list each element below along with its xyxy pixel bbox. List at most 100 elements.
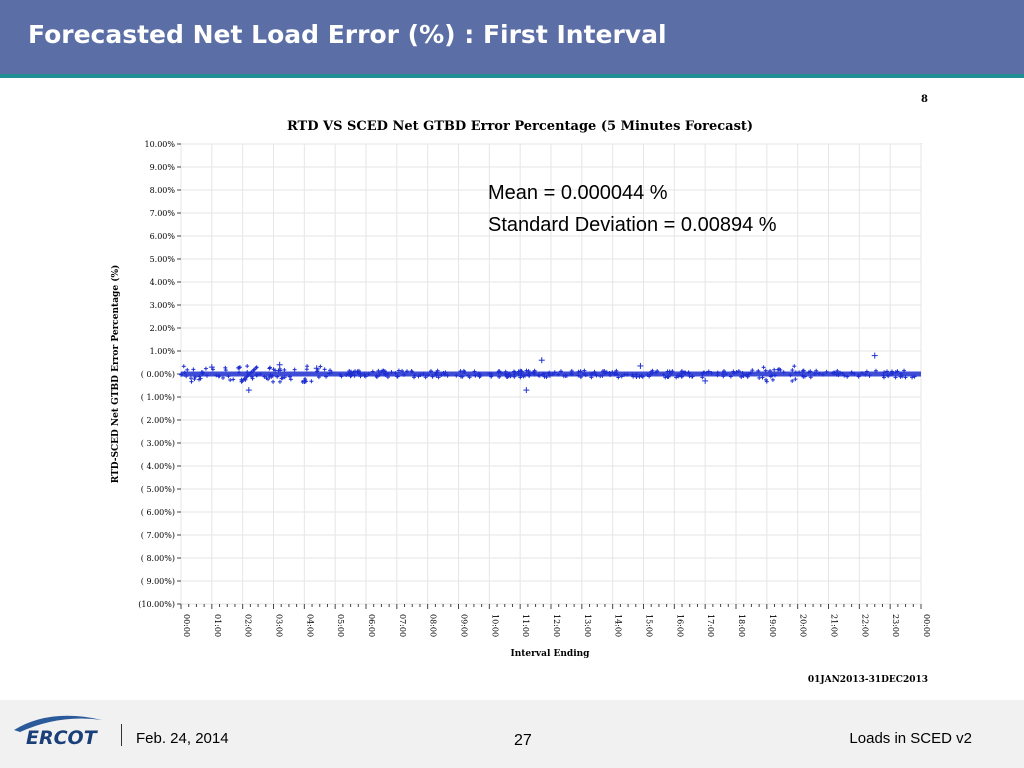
data-point bbox=[859, 371, 864, 376]
data-point bbox=[668, 372, 673, 377]
data-point bbox=[616, 375, 621, 380]
data-point bbox=[309, 379, 314, 384]
data-point bbox=[739, 374, 744, 379]
data-point bbox=[445, 373, 450, 378]
data-point bbox=[661, 372, 666, 377]
data-point bbox=[581, 372, 586, 377]
data-point bbox=[363, 374, 368, 379]
data-point bbox=[370, 369, 375, 374]
data-point bbox=[578, 369, 583, 374]
data-point bbox=[526, 368, 531, 373]
data-point bbox=[750, 368, 755, 373]
data-point bbox=[576, 369, 581, 374]
y-tick-label: ( 1.00%) bbox=[141, 393, 175, 402]
y-tick-label: ( 8.00%) bbox=[141, 554, 175, 563]
data-point bbox=[772, 367, 777, 372]
data-point bbox=[189, 379, 194, 384]
data-point bbox=[182, 370, 187, 375]
data-point bbox=[800, 368, 805, 373]
page-marker: 8 bbox=[921, 94, 928, 105]
data-point bbox=[740, 370, 745, 375]
data-point bbox=[569, 368, 574, 373]
y-tick-label: 4.00% bbox=[150, 278, 176, 287]
x-axis-label: Interval Ending bbox=[511, 649, 591, 659]
data-point bbox=[223, 368, 228, 373]
data-point bbox=[282, 375, 287, 380]
data-point bbox=[237, 370, 242, 375]
data-point bbox=[473, 373, 478, 378]
data-point bbox=[604, 370, 609, 375]
data-point bbox=[639, 373, 644, 378]
data-point bbox=[682, 370, 687, 375]
data-point bbox=[569, 371, 574, 376]
data-point bbox=[665, 369, 670, 374]
data-point bbox=[748, 371, 753, 376]
data-point bbox=[845, 374, 850, 379]
data-point bbox=[409, 369, 414, 374]
data-point bbox=[578, 375, 583, 380]
data-point bbox=[910, 375, 915, 380]
x-tick-label: 10:00 bbox=[490, 614, 499, 637]
data-point bbox=[614, 368, 619, 373]
data-point bbox=[243, 377, 248, 382]
data-point bbox=[631, 374, 636, 379]
data-point bbox=[622, 372, 627, 377]
data-point bbox=[244, 375, 249, 380]
data-point bbox=[519, 369, 524, 374]
data-point bbox=[592, 369, 597, 374]
data-point bbox=[216, 374, 221, 379]
data-point bbox=[273, 368, 278, 373]
data-point bbox=[830, 371, 835, 376]
data-point bbox=[734, 370, 739, 375]
data-point bbox=[358, 374, 363, 379]
data-point bbox=[666, 374, 671, 379]
data-point bbox=[763, 368, 768, 373]
data-point bbox=[199, 370, 204, 375]
data-point bbox=[610, 370, 615, 375]
data-point bbox=[322, 367, 327, 372]
data-point bbox=[193, 375, 198, 380]
y-tick-label: ( 0.00%) bbox=[141, 370, 175, 379]
data-point bbox=[496, 369, 501, 374]
data-point bbox=[546, 371, 551, 376]
data-point bbox=[239, 377, 244, 382]
data-point bbox=[792, 364, 797, 369]
data-point bbox=[867, 373, 872, 378]
data-points bbox=[179, 352, 921, 394]
data-point bbox=[389, 370, 394, 375]
data-point bbox=[251, 368, 256, 373]
data-point bbox=[542, 374, 547, 379]
data-point bbox=[882, 370, 887, 375]
data-point bbox=[547, 373, 552, 378]
data-point bbox=[556, 372, 561, 377]
data-point bbox=[873, 368, 878, 373]
data-point bbox=[808, 375, 813, 380]
data-point bbox=[350, 371, 355, 376]
footer-presentation-name: Loads in SCED v2 bbox=[849, 730, 972, 747]
data-point bbox=[612, 370, 617, 375]
data-point bbox=[434, 370, 439, 375]
x-tick-label: 06:00 bbox=[367, 614, 376, 637]
data-point bbox=[820, 372, 825, 377]
y-tick-label: 8.00% bbox=[150, 186, 176, 195]
outlier-point bbox=[702, 377, 709, 384]
data-point bbox=[569, 372, 574, 377]
data-point bbox=[800, 373, 805, 378]
ercot-logo: ERCOT bbox=[10, 708, 110, 754]
data-point bbox=[396, 368, 401, 373]
x-tick-label: 05:00 bbox=[336, 614, 345, 637]
data-point bbox=[893, 375, 898, 380]
data-point bbox=[357, 371, 362, 376]
y-tick-label: ( 2.00%) bbox=[141, 416, 175, 425]
data-point bbox=[863, 372, 868, 377]
data-point bbox=[903, 375, 908, 380]
data-point bbox=[608, 373, 613, 378]
y-tick-label: 9.00% bbox=[150, 163, 176, 172]
y-tick-label: (10.00%) bbox=[138, 600, 175, 609]
data-point bbox=[327, 371, 332, 376]
outlier-point bbox=[871, 352, 878, 359]
y-tick-label: ( 5.00%) bbox=[141, 485, 175, 494]
data-point bbox=[912, 374, 917, 379]
data-point bbox=[228, 378, 233, 383]
data-point bbox=[181, 364, 186, 369]
